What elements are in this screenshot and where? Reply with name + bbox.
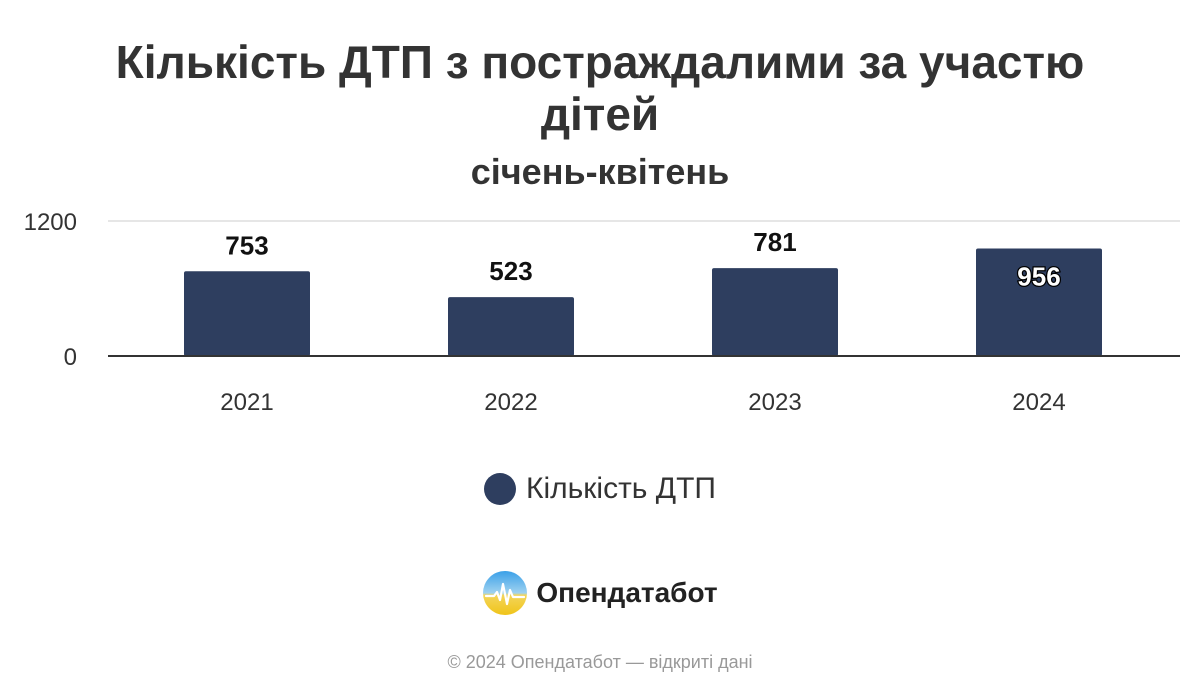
x-tick-label: 2023 bbox=[748, 389, 801, 416]
brand: Опендатабот bbox=[0, 570, 1200, 616]
bar bbox=[184, 271, 310, 356]
chart-legend: Кількість ДТП bbox=[0, 472, 1200, 506]
x-tick-label: 2024 bbox=[1012, 389, 1065, 416]
bar bbox=[712, 268, 838, 356]
legend-label: Кількість ДТП bbox=[526, 472, 716, 505]
bar-value-label: 956 bbox=[1017, 261, 1060, 291]
bar-value-label: 753 bbox=[225, 230, 268, 260]
x-tick-label: 2022 bbox=[484, 389, 537, 416]
bar bbox=[448, 297, 574, 356]
chart-subtitle: січень-квітень bbox=[470, 151, 730, 192]
bar-value-label: 781 bbox=[753, 227, 796, 257]
footer-copyright: © 2024 Опендатабот — відкриті дані bbox=[447, 652, 753, 672]
bar bbox=[976, 248, 1102, 356]
y-tick-label: 0 bbox=[64, 344, 77, 371]
x-tick-label: 2021 bbox=[220, 389, 273, 416]
bar-chart: 753 523 781 956 0 1200 2021 2022 2023 2024 bbox=[24, 209, 1180, 416]
brand-name: Опендатабот bbox=[536, 577, 718, 608]
legend-swatch bbox=[484, 473, 516, 505]
y-tick-label: 1200 bbox=[24, 209, 77, 236]
chart-title: Кількість ДТП з постраждалими за участю … bbox=[115, 36, 1085, 140]
opendatabot-logo-icon bbox=[483, 571, 528, 615]
bar-value-label: 523 bbox=[489, 256, 532, 286]
